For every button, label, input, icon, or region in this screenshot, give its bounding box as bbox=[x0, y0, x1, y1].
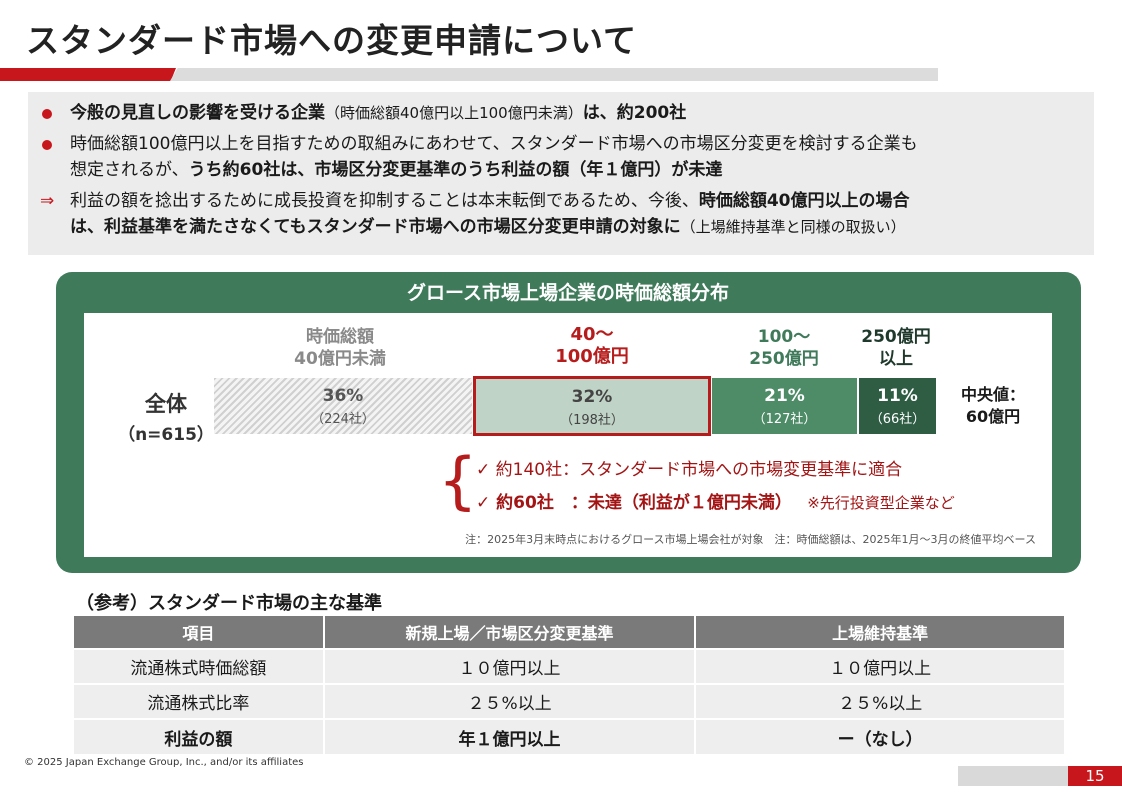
table-header: 上場維持基準 bbox=[695, 616, 1066, 649]
table-cell: ー（なし） bbox=[695, 718, 1066, 754]
table-row: 利益の額 年１億円以上 ー（なし） bbox=[74, 718, 1066, 754]
table-cell: ２５%以上 bbox=[695, 683, 1066, 719]
bar-count-label: （66社） bbox=[869, 412, 926, 427]
bar-count-label: （198社） bbox=[560, 413, 624, 428]
reference-table: 項目 新規上場／市場区分変更基準 上場維持基準 流通株式時価総額 １０億円以上 … bbox=[74, 616, 1066, 754]
bullet-dot-icon bbox=[42, 109, 52, 119]
table-cell: 流通株式比率 bbox=[74, 683, 325, 719]
distribution-title: グロース市場上場企業の時価総額分布 bbox=[406, 282, 730, 304]
table-header: 新規上場／市場区分変更基準 bbox=[323, 616, 697, 649]
bar-pct-label: 32% bbox=[571, 387, 613, 407]
check-item-2: ✓ 約60社 ：未達（利益が１億円未満） ※先行投資型企業など bbox=[476, 488, 955, 513]
bullet-1: 今般の見直しの影響を受ける企業（時価総額40億円以上100億円未満）は、約200… bbox=[38, 100, 1082, 126]
table-header: 項目 bbox=[74, 616, 325, 649]
bar-pct-label: 36% bbox=[322, 386, 364, 406]
table-cell: １０億円以上 bbox=[695, 648, 1066, 684]
brace-icon: { bbox=[438, 444, 478, 517]
header-over-250: 250億円 以上 bbox=[848, 326, 944, 370]
table-header-row: 項目 新規上場／市場区分変更基準 上場維持基準 bbox=[74, 616, 1066, 649]
title-accent-bar bbox=[0, 68, 176, 81]
table-cell: 流通株式時価総額 bbox=[74, 648, 325, 684]
bar-pct-label: 11% bbox=[877, 386, 918, 406]
table-cell: 年１億円以上 bbox=[323, 718, 697, 754]
page-title: スタンダード市場への変更申請について bbox=[26, 21, 638, 60]
bullet-1-strong: 今般の見直しの影響を受ける企業 bbox=[70, 103, 325, 123]
title-underline-bar bbox=[170, 68, 938, 81]
median-label: 中央値： 60億円 bbox=[948, 384, 1038, 428]
overall-label: 全体 （n=615） bbox=[100, 388, 232, 445]
header-40-100-l1: 40～ bbox=[570, 324, 614, 345]
reference-title: （参考）スタンダード市場の主な基準 bbox=[76, 593, 382, 614]
arrow-icon: ⇒ bbox=[40, 191, 55, 211]
header-under-40-l2: 40億円未満 bbox=[294, 349, 386, 369]
median-label-l2: 60億円 bbox=[965, 407, 1021, 426]
bullet-1-paren: （時価総額40億円以上100億円未満） bbox=[325, 104, 583, 122]
header-under-40: 時価総額 40億円未満 bbox=[270, 326, 410, 370]
table-cell: １０億円以上 bbox=[323, 648, 697, 684]
table-row: 流通株式比率 ２５%以上 ２５%以上 bbox=[74, 683, 1066, 719]
overall-label-l2: （n=615） bbox=[118, 425, 214, 445]
median-label-l1: 中央値： bbox=[960, 385, 1025, 404]
bar-segment-40-100: 32% （198社） bbox=[473, 376, 711, 436]
bullet-3-paren: （上場維持基準と同様の取扱い） bbox=[680, 218, 906, 236]
bar-segment-under-40: 36% （224社） bbox=[214, 378, 472, 434]
summary-box: 今般の見直しの影響を受ける企業（時価総額40億円以上100億円未満）は、約200… bbox=[28, 92, 1094, 255]
chart-footnote: 注：2025年3月末時点におけるグロース市場上場会社が対象 注：時価総額は、20… bbox=[465, 533, 1036, 546]
bar-count-label: （224社） bbox=[311, 412, 375, 427]
bar-pct-label: 21% bbox=[764, 386, 805, 406]
header-under-40-l1: 時価総額 bbox=[306, 327, 374, 347]
bullet-2-strong: うち約60社は、市場区分変更基準のうち利益の額（年１億円）が未達 bbox=[188, 160, 723, 180]
page-number-bar bbox=[958, 766, 1068, 786]
bullet-dot-icon bbox=[42, 140, 52, 150]
header-40-100-l2: 100億円 bbox=[555, 346, 629, 367]
header-100-250: 100～ 250億円 bbox=[724, 326, 844, 370]
table-cell: ２５%以上 bbox=[323, 683, 697, 719]
bullet-1-strong-end: は、約200社 bbox=[582, 103, 687, 123]
bullet-2: 時価総額100億円以上を目指すための取組みにあわせて、スタンダード市場への市場区… bbox=[38, 131, 1082, 183]
header-over-250-l1: 250億円 bbox=[861, 327, 931, 347]
bullet-3-line1a: 利益の額を捻出するために成長投資を抑制することは本末転倒であるため、今後、 bbox=[70, 191, 699, 211]
check-item-1: ✓ 約140社：スタンダード市場への市場変更基準に適合 bbox=[476, 460, 903, 480]
bullet-2-line2a: 想定されるが、 bbox=[70, 160, 189, 180]
page-number: 15 bbox=[1068, 766, 1122, 786]
bar-segment-over-250: 11% （66社） bbox=[859, 378, 936, 434]
copyright: © 2025 Japan Exchange Group, Inc., and/o… bbox=[24, 757, 304, 768]
bullet-3: ⇒ 利益の額を捻出するために成長投資を抑制することは本末転倒であるため、今後、時… bbox=[38, 188, 1082, 240]
bullet-2-line1: 時価総額100億円以上を目指すための取組みにあわせて、スタンダード市場への市場区… bbox=[70, 134, 918, 154]
bullet-3-strong1: 時価総額40億円以上の場合 bbox=[698, 191, 910, 211]
header-100-250-l1: 100～ bbox=[757, 327, 811, 347]
table-row: 流通株式時価総額 １０億円以上 １０億円以上 bbox=[74, 648, 1066, 684]
table-cell: 利益の額 bbox=[74, 718, 325, 754]
header-40-100: 40～ 100億円 bbox=[522, 324, 662, 368]
check-item-2-main: ✓ 約60社 ：未達（利益が１億円未満） bbox=[476, 493, 792, 513]
bullet-3-strong2: は、利益基準を満たさなくてもスタンダード市場への市場区分変更申請の対象に bbox=[70, 217, 681, 237]
overall-label-l1: 全体 bbox=[145, 392, 187, 416]
header-100-250-l2: 250億円 bbox=[749, 349, 819, 369]
bar-count-label: （127社） bbox=[752, 412, 817, 427]
check-item-2-note: ※先行投資型企業など bbox=[807, 494, 955, 512]
bar-segment-100-250: 21% （127社） bbox=[712, 378, 857, 434]
header-over-250-l2: 以上 bbox=[879, 349, 913, 369]
